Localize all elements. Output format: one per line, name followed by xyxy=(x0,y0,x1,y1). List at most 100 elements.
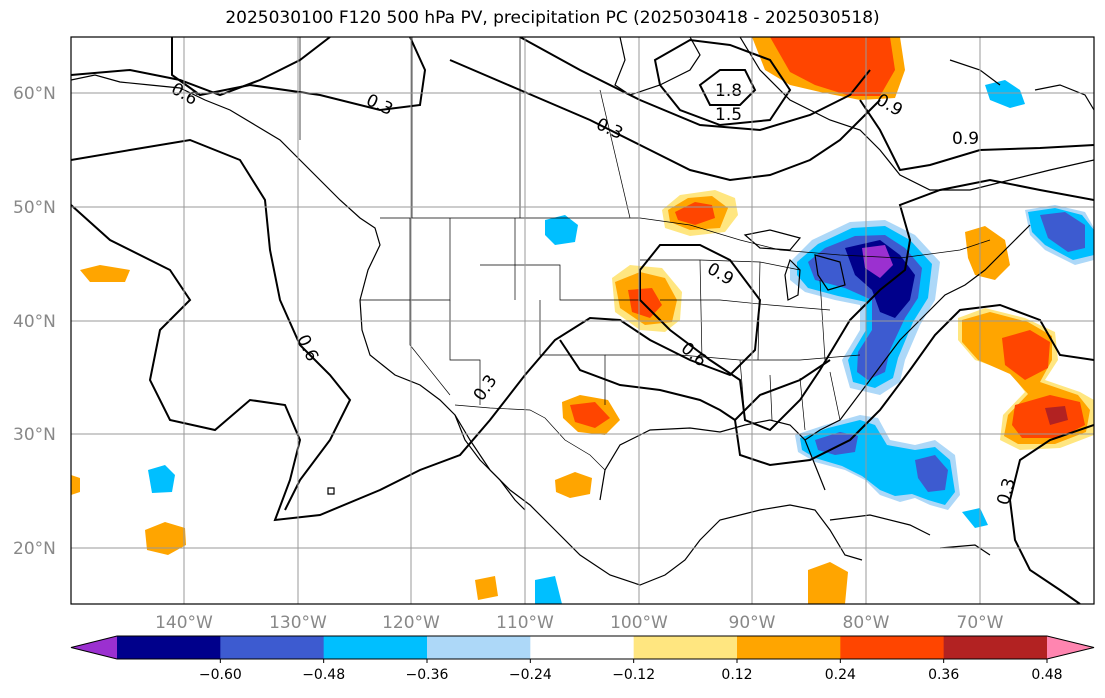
lat-label: 50°N xyxy=(13,198,56,218)
shade-positive xyxy=(71,475,80,495)
coastline xyxy=(1034,84,1094,111)
state-line xyxy=(449,300,481,405)
lat-labels: 60°N 50°N 40°N 30°N 20°N xyxy=(13,84,56,559)
state-line xyxy=(409,218,451,301)
lat-label: 40°N xyxy=(13,312,56,332)
colorbar-segment xyxy=(427,636,531,659)
lon-label: 110°W xyxy=(496,613,554,633)
contour-line xyxy=(449,59,881,182)
lon-label: 100°W xyxy=(610,613,668,633)
contour-line xyxy=(698,69,757,106)
colorbar-tick-label: 0.48 xyxy=(1031,667,1062,683)
coastline xyxy=(804,224,1031,441)
lon-label: 130°W xyxy=(269,613,327,633)
us-mexico-border xyxy=(454,404,606,471)
contour-line xyxy=(733,303,1094,467)
shade-positive xyxy=(808,562,848,604)
province-line xyxy=(599,89,631,219)
colorbar-segment xyxy=(323,636,428,659)
lat-label: 30°N xyxy=(13,425,56,445)
colorbar-tick-label: 0.24 xyxy=(825,667,856,683)
shade-negative xyxy=(985,80,1025,108)
shade-positive xyxy=(770,37,895,96)
contour-line xyxy=(171,37,427,112)
contour-line xyxy=(859,99,1094,172)
shade-negative xyxy=(862,245,893,278)
lon-label: 90°W xyxy=(729,613,776,633)
shade-negative xyxy=(545,215,578,245)
lon-label: 80°W xyxy=(843,613,890,633)
colorbar-segment xyxy=(220,636,325,659)
coastline xyxy=(739,37,1094,191)
lon-label: 120°W xyxy=(382,613,440,633)
state-line xyxy=(480,264,640,301)
lake-michigan xyxy=(784,258,801,301)
contour-line xyxy=(653,38,792,127)
coastline xyxy=(614,37,701,96)
colorbar: −0.60 −0.48 −0.36 −0.24 −0.12 0.12 0.24 0.36 0.4… xyxy=(70,635,1095,683)
colorbar-tick-label: −0.48 xyxy=(302,667,345,683)
colorbar-extend-high xyxy=(1047,636,1094,659)
pv-contours xyxy=(71,37,1094,604)
contour-line xyxy=(71,37,331,97)
lat-label: 60°N xyxy=(13,84,56,104)
shade-negative xyxy=(815,432,858,455)
shade-positive xyxy=(965,226,1010,280)
colorbar-segment xyxy=(530,636,635,659)
colorbar-tick-label: 0.12 xyxy=(721,667,752,683)
shade-negative xyxy=(915,455,948,492)
shade-positive xyxy=(475,576,498,600)
colorbar-segment xyxy=(117,636,221,659)
lat-label: 20°N xyxy=(13,539,56,559)
shade-negative xyxy=(845,240,915,318)
contour-label: 0.9 xyxy=(952,129,979,149)
state-line xyxy=(660,299,831,311)
shading-layer xyxy=(71,37,1094,604)
shade-positive xyxy=(555,472,592,498)
contour-label: 1.5 xyxy=(715,105,742,125)
contour-line xyxy=(71,178,1094,522)
colorbar-segment xyxy=(943,636,1048,659)
cuba xyxy=(829,514,931,536)
shade-positive xyxy=(80,265,130,282)
shade-positive xyxy=(1045,406,1068,425)
contour-line xyxy=(1008,424,1094,604)
coastline xyxy=(71,74,863,586)
map-title: 2025030100 F120 500 hPa PV, precipitatio… xyxy=(225,8,880,28)
shade-positive xyxy=(570,402,610,428)
lon-label: 140°W xyxy=(155,613,213,633)
state-line xyxy=(360,299,451,396)
colorbar-segment xyxy=(737,636,841,659)
map-frame xyxy=(70,36,1095,605)
state-line xyxy=(739,359,841,431)
colorbar-tick-label: 0.36 xyxy=(928,667,959,683)
contour-line xyxy=(559,339,736,421)
colorbar-tick-label: −0.60 xyxy=(199,667,242,683)
lon-label: 70°W xyxy=(957,613,1004,633)
island xyxy=(327,487,335,495)
gridlines xyxy=(71,37,1094,604)
lon-labels: 140°W 130°W 120°W 110°W 100°W 90°W 80°W … xyxy=(155,613,1004,633)
lake-superior xyxy=(743,229,802,251)
shade-positive xyxy=(145,522,186,555)
contour-label: 1.8 xyxy=(715,81,742,101)
shade-negative xyxy=(1040,212,1085,252)
shade-negative xyxy=(535,576,562,604)
shade-negative xyxy=(148,465,175,493)
colorbar-tick-label: −0.24 xyxy=(509,667,552,683)
shade-positive xyxy=(1002,330,1050,380)
lake-huron xyxy=(814,254,846,291)
coastline xyxy=(599,419,826,501)
shade-positive xyxy=(675,202,715,225)
shade-negative xyxy=(962,508,988,528)
colorbar-extend-low xyxy=(71,636,117,659)
coastline xyxy=(454,414,526,511)
us-canada-border xyxy=(380,217,991,259)
colorbar-tick-label: −0.12 xyxy=(612,667,655,683)
colorbar-outline xyxy=(70,635,1095,660)
contour-line xyxy=(519,37,871,132)
colorbar-segment xyxy=(633,636,738,659)
contour-line xyxy=(71,138,352,511)
coastlines xyxy=(71,37,1094,586)
